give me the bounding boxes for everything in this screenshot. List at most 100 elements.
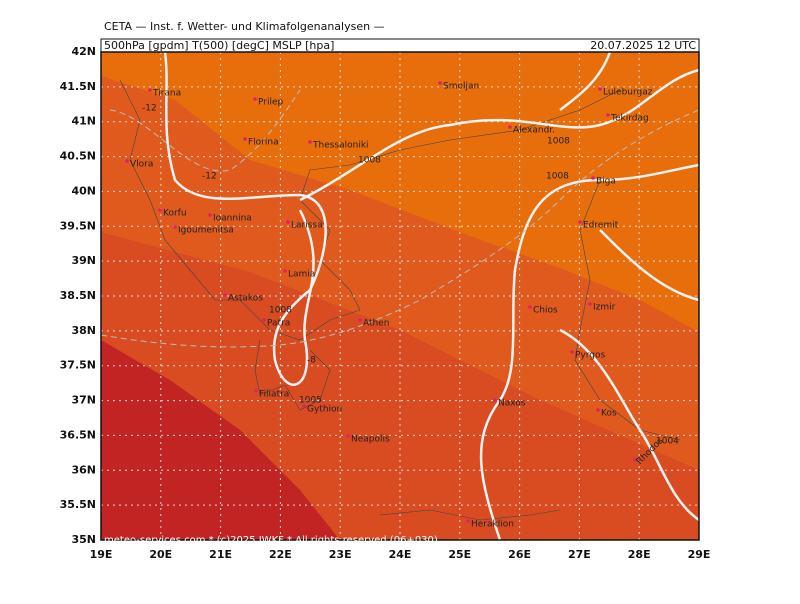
lon-label: 23E [329, 548, 352, 561]
lat-label: 40N [71, 184, 96, 197]
lon-label: 19E [90, 548, 113, 561]
contour-label: 1008 [546, 172, 569, 182]
place-dot [308, 140, 312, 144]
place-dot [283, 269, 287, 273]
lon-label: 21E [209, 548, 232, 561]
contour-label: -8 [307, 356, 316, 366]
graticule [101, 52, 699, 540]
place-dot [606, 113, 610, 117]
place-label: Korfu [163, 209, 187, 219]
contour-label: -12 [202, 172, 217, 182]
place-label: Smoljan [443, 82, 479, 92]
map-area: Tirana Prilep Smoljan Luleburgaz Tekirdag Ale… [100, 51, 700, 546]
place-label: Biga [596, 177, 616, 187]
place-label: Pyrgos [575, 351, 606, 361]
lat-label: 41N [71, 115, 96, 128]
place-dot [633, 458, 637, 462]
lat-label: 35.5N [60, 498, 96, 511]
header-parameters: 500hPa [gpdm] T(500) [degC] MSLP [hpa] [104, 39, 334, 52]
place-dot [508, 125, 512, 129]
place-dot [598, 87, 602, 91]
lon-label: 22E [269, 548, 292, 561]
lon-label: 27E [568, 548, 591, 561]
contour-label: -12 [142, 104, 157, 114]
lat-label: 36.5N [60, 428, 96, 441]
contour-label: 1008 [358, 156, 381, 166]
band-orange [101, 52, 699, 332]
place-dot [262, 318, 266, 322]
place-dot [493, 398, 497, 402]
place-dot [254, 389, 258, 393]
place-label: Chios [533, 306, 558, 316]
place-label: Alexandr. [513, 126, 555, 136]
contour-label: 1008 [269, 306, 292, 316]
place-label: Patra [267, 319, 290, 329]
lon-label: 20E [149, 548, 172, 561]
contour-label: 1004 [656, 437, 679, 447]
lon-label: 26E [508, 548, 531, 561]
place-dot [243, 137, 247, 141]
place-dot [158, 208, 162, 212]
place-label: Larissa [291, 221, 323, 231]
header-date: 20.07.2025 12 UTC [590, 39, 696, 52]
place-label: Astakos [228, 294, 263, 304]
place-label: Vlora [130, 160, 153, 170]
place-dot [578, 220, 582, 224]
lat-label: 39.5N [60, 219, 96, 232]
place-label: Naxos [498, 399, 526, 409]
lat-label: 35N [71, 533, 96, 546]
lon-label: 24E [389, 548, 412, 561]
place-label: Ioannina [213, 214, 252, 224]
lat-label: 38.5N [60, 289, 96, 302]
place-dot [591, 176, 595, 180]
geopotential-contours [163, 51, 700, 541]
lon-label: 29E [688, 548, 711, 561]
map-frame [100, 51, 700, 541]
lat-label: 40.5N [60, 150, 96, 163]
lat-label: 39N [71, 254, 96, 267]
place-dot [253, 97, 257, 101]
place-label: Izmir [593, 303, 616, 313]
place-dot [346, 434, 350, 438]
place-label: Edremit [583, 221, 619, 231]
place-label: Luleburgaz [603, 88, 653, 98]
contour-label: 1008 [547, 137, 570, 147]
place-label: Prilep [258, 98, 284, 108]
lon-label: 28E [628, 548, 651, 561]
place-dot [596, 408, 600, 412]
place-dot [173, 225, 177, 229]
place-dot [148, 88, 152, 92]
lat-label: 42N [71, 45, 96, 58]
place-label: Heraklion [471, 520, 514, 530]
place-dot [466, 519, 470, 523]
place-label: Igoumenitsa [178, 226, 234, 236]
lat-label: 41.5N [60, 80, 96, 93]
place-label: Tekirdag [610, 114, 649, 124]
place-label: Thessaloniki [312, 141, 369, 151]
place-dot [125, 159, 129, 163]
lat-label: 37N [71, 394, 96, 407]
place-label: Florina [248, 138, 279, 148]
place-dot [223, 293, 227, 297]
place-dot [286, 220, 290, 224]
coastlines [119, 79, 681, 521]
lat-label: 37.5N [60, 359, 96, 372]
place-dot [302, 404, 306, 408]
place-dot [208, 213, 212, 217]
place-dot [588, 302, 592, 306]
place-dot [570, 350, 574, 354]
place-label: Filiatra [259, 390, 289, 400]
place-label: Kos [601, 409, 617, 419]
contour-label: 1005 [299, 396, 322, 406]
place-dot [358, 318, 362, 322]
header-title: CETA — Inst. f. Wetter- und Klimafolgena… [104, 20, 385, 33]
place-label: Neapolis [351, 435, 390, 445]
place-label: Gythion [307, 405, 342, 415]
place-label: Lamia [288, 270, 315, 280]
place-label: Athen [363, 319, 389, 329]
lon-label: 25E [448, 548, 471, 561]
place-dot [528, 305, 532, 309]
place-dot [438, 81, 442, 85]
place-label: Tirana [152, 89, 181, 99]
